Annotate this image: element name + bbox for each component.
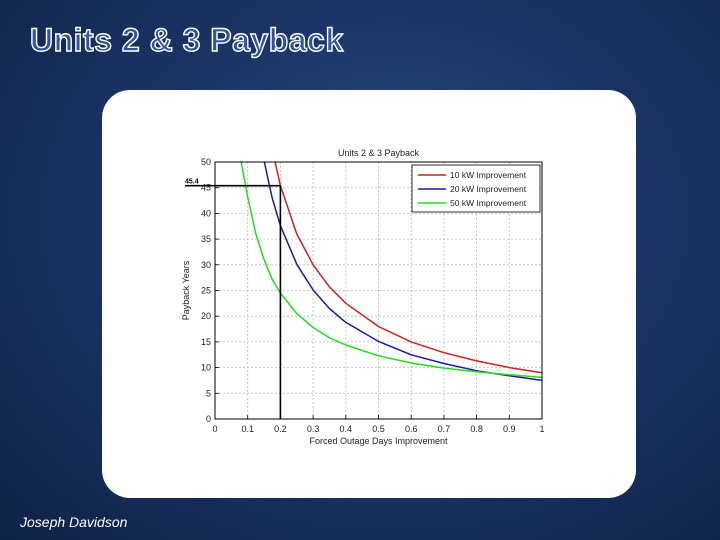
payback-chart: 45.40 0.1 0.2 0.3 0.4 0.5 0.6 0.7 0.8 0.9 10510152… [181, 148, 545, 446]
y-tick-label: 20 [201, 311, 211, 321]
y-tick-label: 15 [201, 337, 211, 347]
slide-title: Units 2 & 3 Payback [29, 21, 344, 58]
x-tick-label: 0.7 [438, 424, 451, 434]
y-tick-label: 40 [201, 208, 211, 218]
legend-label-3: 50 kW Improvement [450, 198, 527, 208]
x-tick-label: 0.9 [503, 424, 516, 434]
x-tick-label: 0.4 [340, 424, 353, 434]
series-line-2 [263, 162, 542, 382]
y-tick-label: 10 [201, 363, 211, 373]
chart-card: 45.4 0 0.1 0.2 0.3 0.4 0.5 0.6 0.7 0.8 0.9 1 0 5 10 15 2… [102, 90, 636, 498]
y-tick-label: 50 [201, 157, 211, 167]
x-axis-label: Forced Outage Days Improvement [309, 436, 448, 446]
y-tick-label: 35 [201, 234, 211, 244]
y-axis-label: Payback Years [181, 260, 191, 320]
y-tick-label: 5 [206, 388, 211, 398]
y-tick-label: 25 [201, 286, 211, 296]
y-tick-label: 0 [206, 414, 211, 424]
y-tick-label: 30 [201, 260, 211, 270]
x-tick-label: 0.6 [405, 424, 418, 434]
y-tick-label: 45 [201, 183, 211, 193]
x-tick-label: 0.8 [470, 424, 483, 434]
x-tick-label: 0.2 [274, 424, 287, 434]
legend-label-1: 10 kW Improvement [450, 170, 527, 180]
x-tick-label: 0.1 [241, 424, 254, 434]
x-tick-label: 0 [212, 424, 217, 434]
annotation-label: 45.4 [185, 179, 199, 186]
x-tick-label: 0.5 [372, 424, 385, 434]
legend-label-2: 20 kW Improvement [450, 184, 527, 194]
author-name: Joseph Davidson [20, 514, 128, 530]
chart-title: Units 2 & 3 Payback [338, 148, 420, 158]
x-tick-label: 1 [539, 424, 544, 434]
series-line-3 [240, 162, 542, 379]
x-tick-label: 0.3 [307, 424, 320, 434]
